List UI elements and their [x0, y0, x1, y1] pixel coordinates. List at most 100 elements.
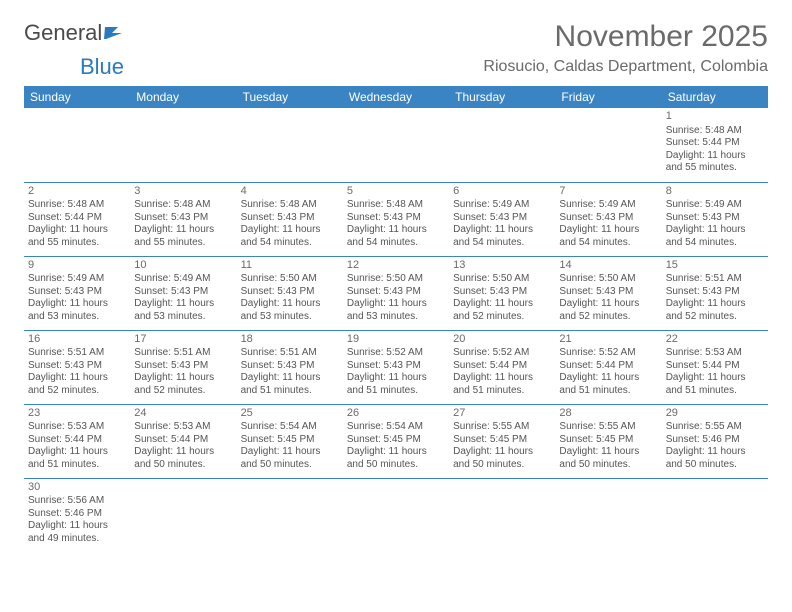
- sunset-text: Sunset: 5:43 PM: [453, 286, 551, 299]
- daylight-text: Daylight: 11 hours and 51 minutes.: [559, 372, 657, 397]
- daylight-text: Daylight: 11 hours and 54 minutes.: [666, 224, 764, 249]
- calendar-table: Sunday Monday Tuesday Wednesday Thursday…: [24, 86, 768, 552]
- day-cell: 28Sunrise: 5:55 AMSunset: 5:45 PMDayligh…: [555, 404, 661, 478]
- day-cell: 6Sunrise: 5:49 AMSunset: 5:43 PMDaylight…: [449, 182, 555, 256]
- sunrise-text: Sunrise: 5:49 AM: [453, 199, 551, 212]
- dayname-row: Sunday Monday Tuesday Wednesday Thursday…: [24, 86, 768, 108]
- day-number: 22: [666, 333, 764, 347]
- day-number: 14: [559, 259, 657, 273]
- dayname-thu: Thursday: [449, 86, 555, 108]
- daylight-text: Daylight: 11 hours and 50 minutes.: [666, 446, 764, 471]
- day-number: 3: [134, 185, 232, 199]
- empty-cell: [343, 108, 449, 182]
- sunrise-text: Sunrise: 5:51 AM: [134, 347, 232, 360]
- sunrise-text: Sunrise: 5:52 AM: [347, 347, 445, 360]
- daylight-text: Daylight: 11 hours and 53 minutes.: [347, 298, 445, 323]
- day-number: 27: [453, 407, 551, 421]
- sunset-text: Sunset: 5:43 PM: [666, 286, 764, 299]
- day-number: 29: [666, 407, 764, 421]
- daylight-text: Daylight: 11 hours and 52 minutes.: [666, 298, 764, 323]
- day-cell: 4Sunrise: 5:48 AMSunset: 5:43 PMDaylight…: [237, 182, 343, 256]
- daylight-text: Daylight: 11 hours and 51 minutes.: [28, 446, 126, 471]
- empty-cell: [237, 478, 343, 552]
- day-cell: 3Sunrise: 5:48 AMSunset: 5:43 PMDaylight…: [130, 182, 236, 256]
- sunset-text: Sunset: 5:44 PM: [666, 360, 764, 373]
- sunset-text: Sunset: 5:43 PM: [347, 286, 445, 299]
- sunset-text: Sunset: 5:43 PM: [241, 212, 339, 225]
- sunset-text: Sunset: 5:43 PM: [241, 286, 339, 299]
- day-number: 20: [453, 333, 551, 347]
- sunrise-text: Sunrise: 5:53 AM: [28, 421, 126, 434]
- week-row: 23Sunrise: 5:53 AMSunset: 5:44 PMDayligh…: [24, 404, 768, 478]
- day-cell: 20Sunrise: 5:52 AMSunset: 5:44 PMDayligh…: [449, 330, 555, 404]
- empty-cell: [662, 478, 768, 552]
- day-cell: 18Sunrise: 5:51 AMSunset: 5:43 PMDayligh…: [237, 330, 343, 404]
- day-cell: 16Sunrise: 5:51 AMSunset: 5:43 PMDayligh…: [24, 330, 130, 404]
- sunrise-text: Sunrise: 5:54 AM: [241, 421, 339, 434]
- dayname-fri: Friday: [555, 86, 661, 108]
- empty-cell: [555, 478, 661, 552]
- sunrise-text: Sunrise: 5:50 AM: [453, 273, 551, 286]
- sunrise-text: Sunrise: 5:51 AM: [28, 347, 126, 360]
- daylight-text: Daylight: 11 hours and 55 minutes.: [28, 224, 126, 249]
- day-number: 21: [559, 333, 657, 347]
- sunrise-text: Sunrise: 5:48 AM: [347, 199, 445, 212]
- daylight-text: Daylight: 11 hours and 55 minutes.: [134, 224, 232, 249]
- sunset-text: Sunset: 5:43 PM: [241, 360, 339, 373]
- day-number: 15: [666, 259, 764, 273]
- dayname-tue: Tuesday: [237, 86, 343, 108]
- day-cell: 14Sunrise: 5:50 AMSunset: 5:43 PMDayligh…: [555, 256, 661, 330]
- sunset-text: Sunset: 5:45 PM: [241, 434, 339, 447]
- day-number: 28: [559, 407, 657, 421]
- day-cell: 26Sunrise: 5:54 AMSunset: 5:45 PMDayligh…: [343, 404, 449, 478]
- sunset-text: Sunset: 5:45 PM: [453, 434, 551, 447]
- day-number: 5: [347, 185, 445, 199]
- sunrise-text: Sunrise: 5:49 AM: [134, 273, 232, 286]
- dayname-mon: Monday: [130, 86, 236, 108]
- day-cell: 9Sunrise: 5:49 AMSunset: 5:43 PMDaylight…: [24, 256, 130, 330]
- sunset-text: Sunset: 5:46 PM: [666, 434, 764, 447]
- day-cell: 27Sunrise: 5:55 AMSunset: 5:45 PMDayligh…: [449, 404, 555, 478]
- day-cell: 24Sunrise: 5:53 AMSunset: 5:44 PMDayligh…: [130, 404, 236, 478]
- day-number: 19: [347, 333, 445, 347]
- daylight-text: Daylight: 11 hours and 54 minutes.: [347, 224, 445, 249]
- logo: General: [24, 20, 126, 46]
- sunrise-text: Sunrise: 5:51 AM: [666, 273, 764, 286]
- sunset-text: Sunset: 5:43 PM: [134, 212, 232, 225]
- sunset-text: Sunset: 5:43 PM: [559, 286, 657, 299]
- sunset-text: Sunset: 5:43 PM: [347, 212, 445, 225]
- day-number: 18: [241, 333, 339, 347]
- day-cell: 12Sunrise: 5:50 AMSunset: 5:43 PMDayligh…: [343, 256, 449, 330]
- daylight-text: Daylight: 11 hours and 53 minutes.: [28, 298, 126, 323]
- day-number: 23: [28, 407, 126, 421]
- day-number: 24: [134, 407, 232, 421]
- sunrise-text: Sunrise: 5:48 AM: [241, 199, 339, 212]
- daylight-text: Daylight: 11 hours and 51 minutes.: [453, 372, 551, 397]
- dayname-sun: Sunday: [24, 86, 130, 108]
- day-cell: 13Sunrise: 5:50 AMSunset: 5:43 PMDayligh…: [449, 256, 555, 330]
- sunrise-text: Sunrise: 5:50 AM: [559, 273, 657, 286]
- day-cell: 30Sunrise: 5:56 AMSunset: 5:46 PMDayligh…: [24, 478, 130, 552]
- day-number: 30: [28, 481, 126, 495]
- day-number: 1: [666, 110, 764, 124]
- empty-cell: [130, 108, 236, 182]
- day-cell: 2Sunrise: 5:48 AMSunset: 5:44 PMDaylight…: [24, 182, 130, 256]
- day-number: 16: [28, 333, 126, 347]
- day-cell: 11Sunrise: 5:50 AMSunset: 5:43 PMDayligh…: [237, 256, 343, 330]
- sunrise-text: Sunrise: 5:49 AM: [559, 199, 657, 212]
- empty-cell: [130, 478, 236, 552]
- logo-text-blue: Blue: [80, 54, 792, 80]
- sunset-text: Sunset: 5:43 PM: [666, 212, 764, 225]
- day-number: 12: [347, 259, 445, 273]
- logo-text-general: General: [24, 20, 102, 46]
- sunset-text: Sunset: 5:43 PM: [134, 360, 232, 373]
- daylight-text: Daylight: 11 hours and 51 minutes.: [347, 372, 445, 397]
- day-number: 9: [28, 259, 126, 273]
- day-cell: 29Sunrise: 5:55 AMSunset: 5:46 PMDayligh…: [662, 404, 768, 478]
- empty-cell: [449, 108, 555, 182]
- day-cell: 7Sunrise: 5:49 AMSunset: 5:43 PMDaylight…: [555, 182, 661, 256]
- day-cell: 17Sunrise: 5:51 AMSunset: 5:43 PMDayligh…: [130, 330, 236, 404]
- sunrise-text: Sunrise: 5:55 AM: [666, 421, 764, 434]
- sunrise-text: Sunrise: 5:50 AM: [347, 273, 445, 286]
- daylight-text: Daylight: 11 hours and 55 minutes.: [666, 150, 764, 175]
